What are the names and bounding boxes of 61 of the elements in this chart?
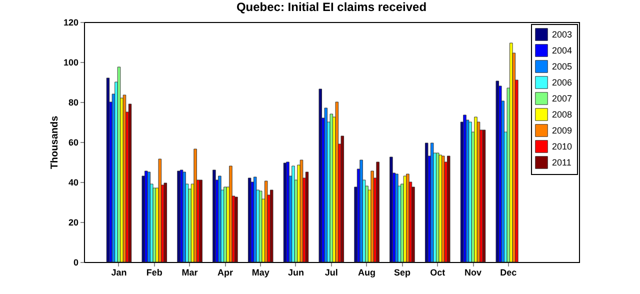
bar — [330, 114, 334, 262]
x-tick-label: Sep — [394, 268, 411, 278]
chart-title: Quebec: Initial EI claims received — [236, 0, 427, 14]
x-tick-label: Jun — [288, 268, 304, 278]
y-tick-label: 40 — [68, 178, 78, 188]
bar — [482, 130, 486, 262]
bar — [496, 80, 500, 262]
bar — [370, 170, 374, 262]
x-tick-label: Feb — [146, 268, 163, 278]
y-tick-label: 60 — [68, 138, 78, 148]
bar — [468, 122, 472, 262]
bar — [305, 172, 309, 262]
y-tick-label: 80 — [68, 98, 78, 108]
bar — [324, 108, 328, 262]
bar — [335, 102, 339, 262]
legend-label: 2005 — [552, 62, 572, 72]
bar — [376, 162, 380, 262]
bar — [292, 166, 295, 262]
y-axis-title: Thousands — [49, 115, 60, 170]
legend-label: 2009 — [552, 126, 572, 136]
bar — [128, 104, 132, 262]
bar — [194, 148, 197, 262]
x-tick-label: Dec — [500, 268, 517, 278]
legend-label: 2003 — [552, 30, 572, 40]
bar — [182, 172, 186, 262]
bar — [406, 174, 410, 262]
bar — [463, 114, 466, 262]
bar — [340, 136, 344, 262]
legend-label: 2011 — [552, 158, 572, 168]
bar — [270, 190, 274, 262]
bar — [229, 166, 232, 262]
bar — [234, 196, 238, 262]
bar — [474, 116, 478, 262]
y-tick-label: 20 — [68, 218, 78, 228]
bar — [177, 170, 180, 262]
bar — [158, 158, 162, 262]
x-tick-label: Jan — [111, 268, 127, 278]
bar — [286, 162, 290, 262]
x-tick-label: Aug — [358, 268, 376, 278]
legend-label: 2007 — [552, 94, 572, 104]
bar — [446, 156, 450, 262]
x-tick-label: Mar — [182, 268, 198, 278]
y-tick-label: 120 — [63, 18, 78, 28]
bar — [152, 188, 156, 262]
x-tick-label: Oct — [430, 268, 446, 278]
x-tick-label: Jul — [324, 268, 338, 278]
x-tick-label: May — [252, 268, 270, 278]
y-tick-label: 0 — [73, 258, 78, 268]
bar — [318, 88, 322, 262]
y-tick-label: 100 — [63, 58, 78, 68]
x-tick-label: Nov — [464, 268, 482, 278]
legend-label: 2004 — [552, 46, 572, 56]
bar — [147, 172, 151, 262]
bar — [199, 180, 202, 262]
bar — [360, 160, 363, 262]
legend-label: 2008 — [552, 110, 572, 120]
bar — [164, 182, 168, 262]
x-tick-label: Apr — [217, 268, 234, 278]
legend-label: 2006 — [552, 78, 572, 88]
legend-label: 2010 — [552, 142, 572, 152]
bar — [438, 154, 442, 262]
